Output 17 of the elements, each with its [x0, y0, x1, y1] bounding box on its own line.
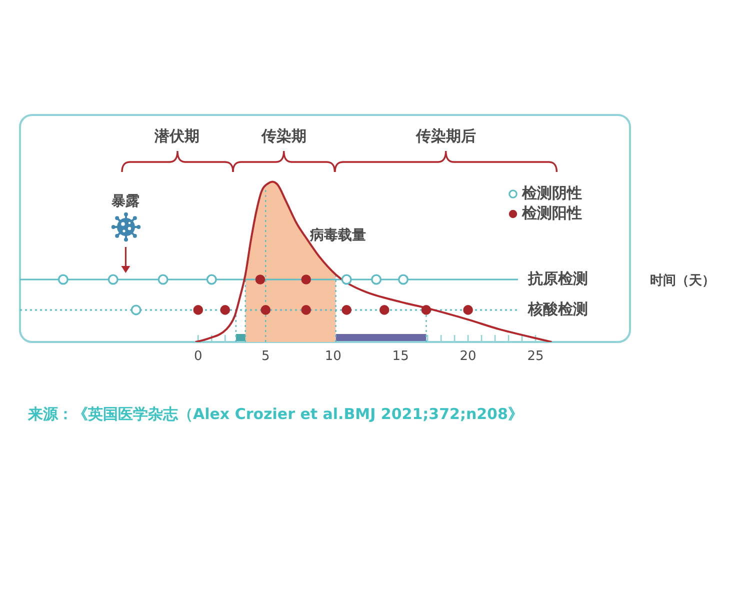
x-tick-label: 25 — [527, 349, 544, 364]
series-label: 病毒载量 — [309, 226, 366, 244]
annotation: 暴露 — [110, 194, 140, 210]
x-tick-label: 20 — [460, 349, 476, 364]
legend-label: 检测阳性 — [521, 204, 582, 222]
x-tick-label: 5 — [261, 349, 270, 364]
x-tick-label: 0 — [194, 349, 202, 364]
text: 传染期 — [260, 126, 307, 145]
x-axis-title: 时间（天） — [650, 273, 715, 288]
x-tick-label: 10 — [324, 349, 342, 364]
x-tick-label: 15 — [392, 349, 409, 364]
text: 潜伏期 — [154, 126, 200, 145]
ref-line-label: 抗原检测 — [527, 269, 588, 288]
legend-label: 检测阴性 — [521, 184, 582, 202]
source-note: 来源：《英国医学杂志（Alex Crozier et al.BMJ 2021;372;n208》 — [27, 404, 523, 423]
ref-line-label: 核酸检测 — [527, 300, 588, 318]
text: 传染期后 — [414, 126, 476, 145]
